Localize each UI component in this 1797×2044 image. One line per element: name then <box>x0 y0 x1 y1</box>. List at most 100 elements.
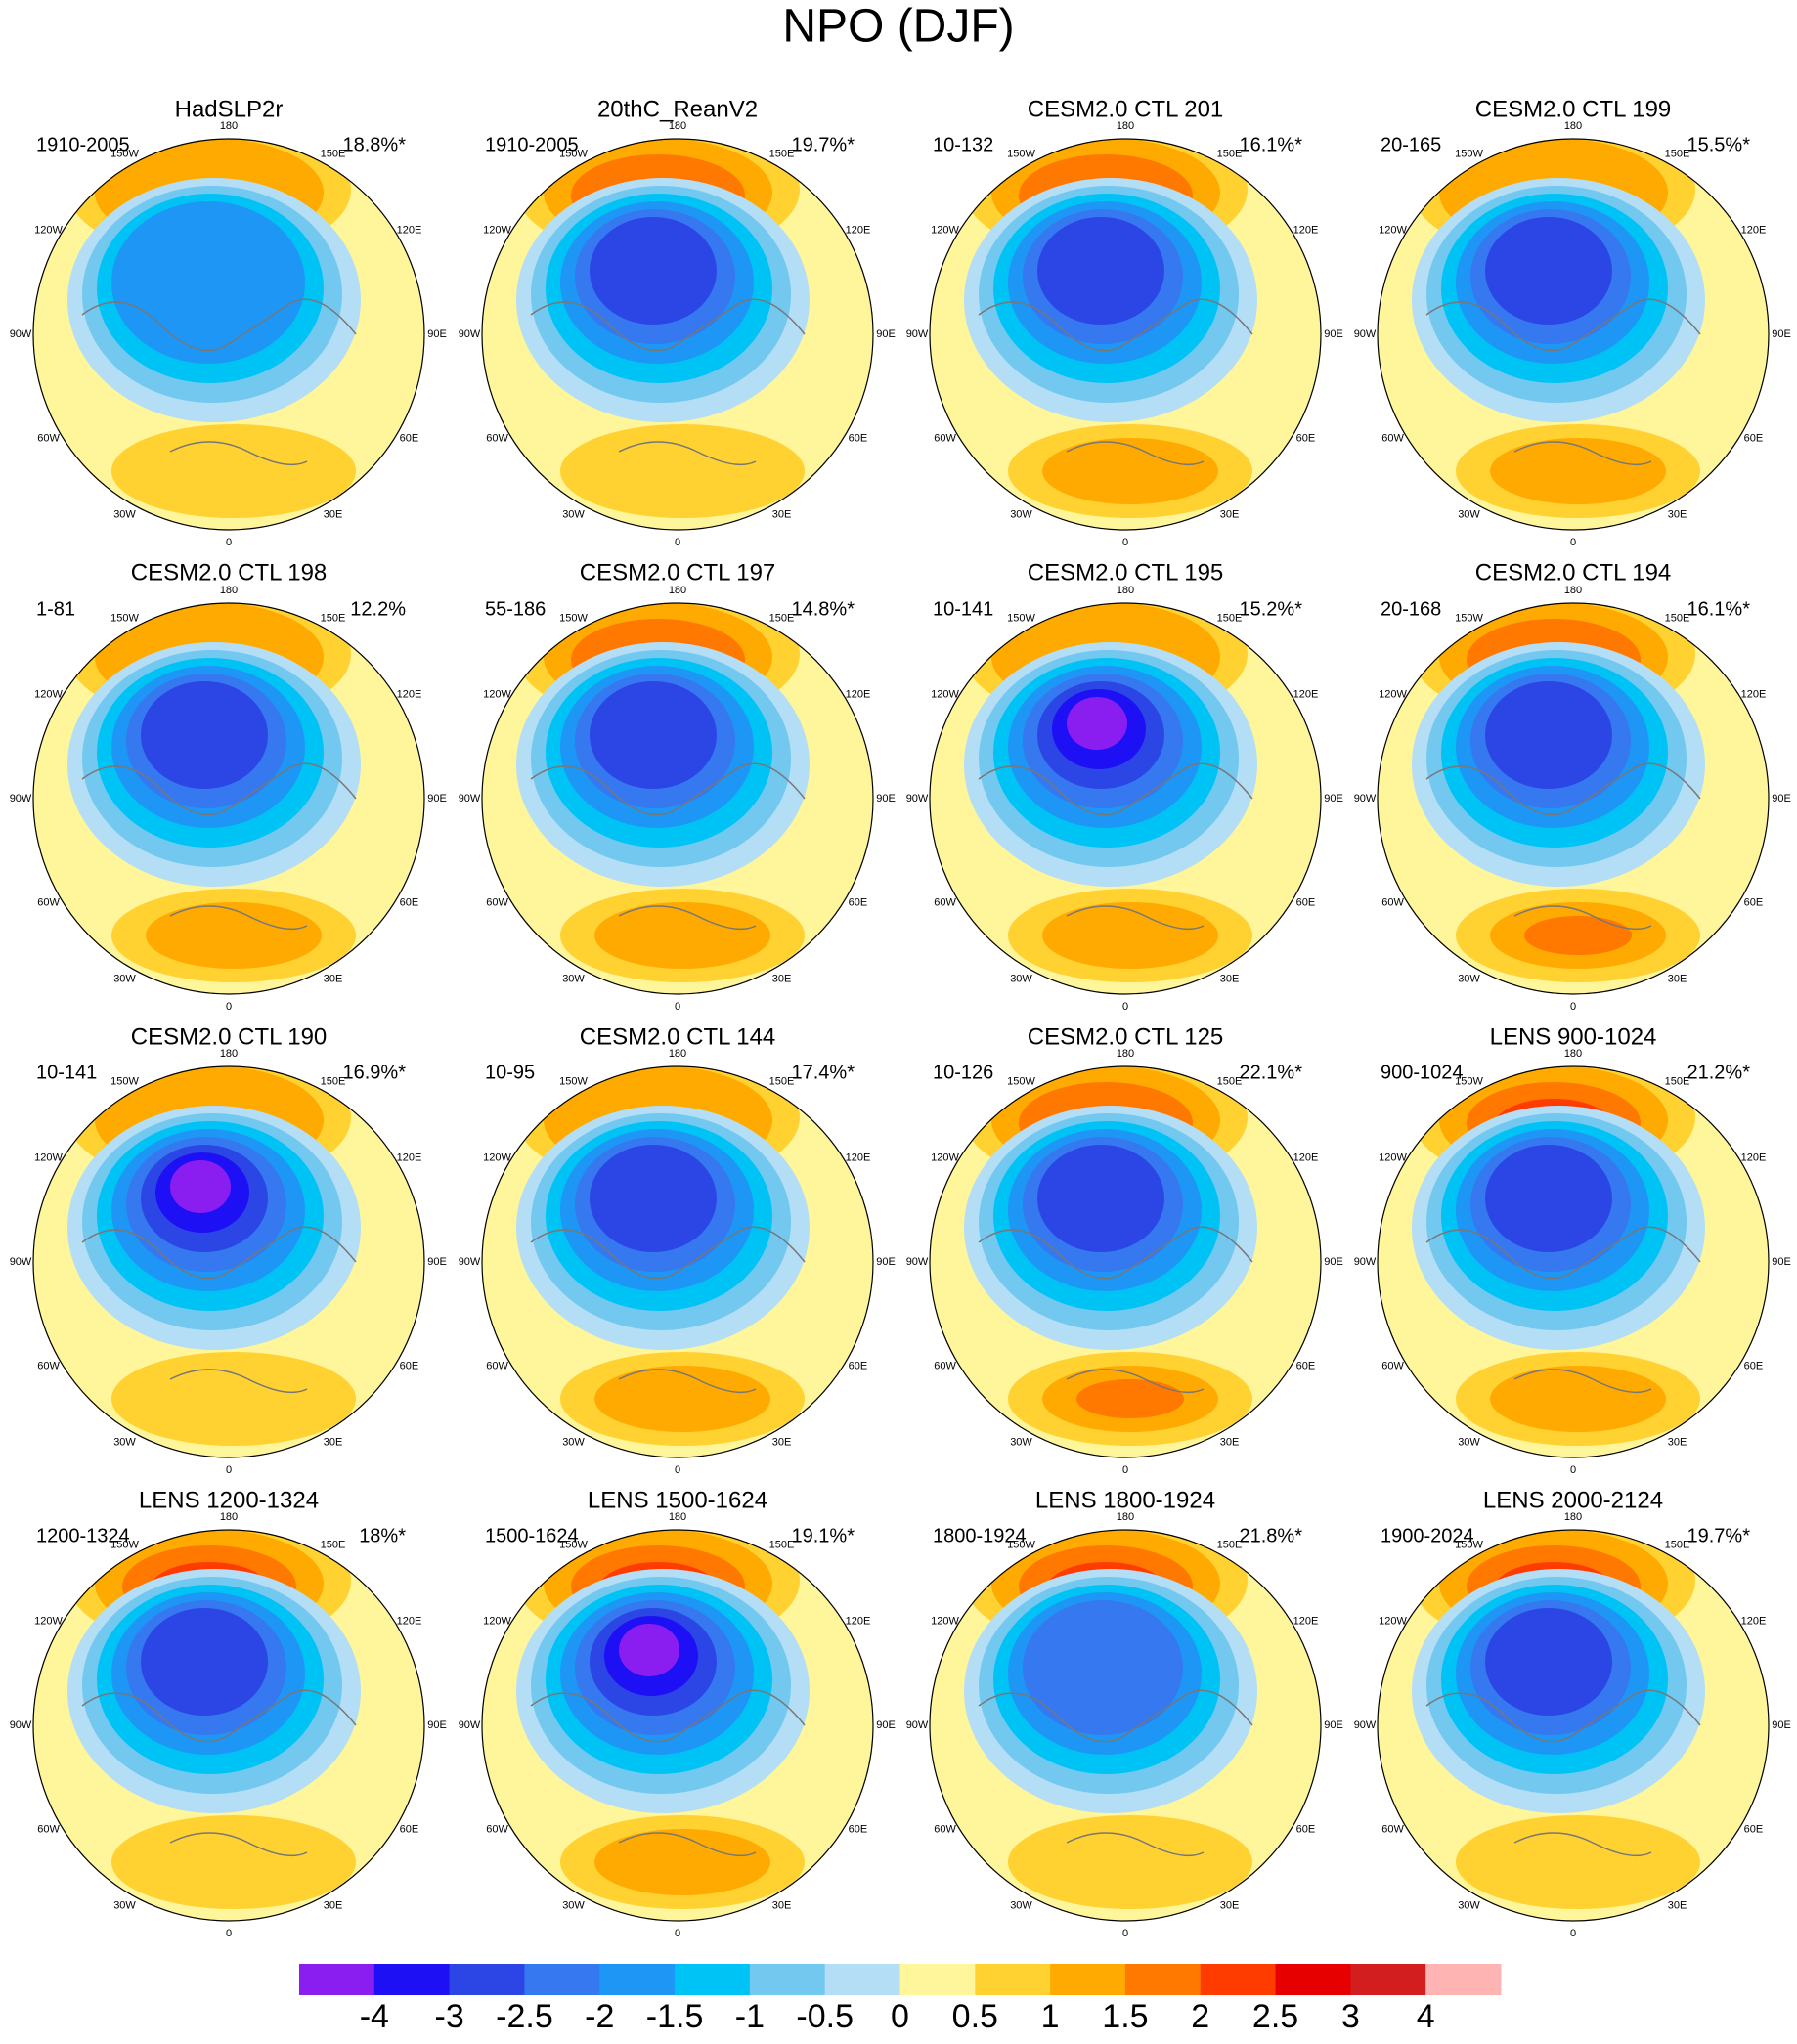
map <box>33 139 424 530</box>
map-border <box>32 602 425 995</box>
longitude-label: 90E <box>1772 1719 1791 1731</box>
longitude-label: 60E <box>1296 1823 1316 1835</box>
panel-title: HadSLP2r <box>175 96 284 122</box>
contour-high-south <box>1490 1366 1666 1432</box>
longitude-label: 120E <box>1741 1615 1767 1627</box>
longitude-label: 30E <box>1668 1436 1687 1448</box>
longitude-label: 90E <box>427 1719 447 1731</box>
colorbar-label: -2 <box>585 1998 614 2035</box>
coastline <box>1425 1226 1701 1394</box>
longitude-label: 60E <box>1296 1360 1316 1371</box>
longitude-label: 120E <box>1741 688 1767 700</box>
longitude-label: 90E <box>1324 793 1343 805</box>
coastline <box>978 762 1253 931</box>
longitude-label: 60W <box>1381 896 1404 908</box>
longitude-label: 30W <box>562 508 585 520</box>
longitude-label: 60E <box>400 1823 419 1835</box>
longitude-label: 180 <box>220 585 238 596</box>
panel-percent: 16.9%* <box>343 1062 407 1083</box>
longitude-label: 120E <box>397 224 422 236</box>
longitude-label: 180 <box>669 120 686 132</box>
panel-period: 10-141 <box>933 598 993 620</box>
colorbar-box <box>824 1964 900 1995</box>
longitude-label: 180 <box>1117 585 1134 596</box>
coastline <box>978 1689 1253 1857</box>
longitude-label: 90E <box>876 328 896 340</box>
longitude-label: 120W <box>34 224 63 236</box>
map <box>1378 1066 1769 1457</box>
longitude-label: 30E <box>1668 973 1687 984</box>
longitude-label: 120E <box>1293 224 1319 236</box>
panel-period: 1800-1924 <box>933 1525 1027 1546</box>
coastline <box>81 762 357 931</box>
longitude-label: 150E <box>769 148 795 159</box>
panel-title: CESM2.0 CTL 194 <box>1475 559 1672 586</box>
panel-title: CESM2.0 CTL 198 <box>131 559 328 586</box>
longitude-label: 60E <box>400 1360 419 1371</box>
coastline <box>1425 762 1701 931</box>
longitude-label: 180 <box>1564 585 1582 596</box>
longitude-label: 30W <box>1458 508 1480 520</box>
longitude-label: 30W <box>113 1436 136 1448</box>
longitude-label: 90E <box>1772 793 1791 805</box>
longitude-label: 180 <box>1117 120 1134 132</box>
panel-period: 10-141 <box>36 1062 97 1083</box>
contour-low <box>1037 1145 1164 1252</box>
map <box>1378 603 1769 994</box>
longitude-label: 150E <box>1665 612 1690 624</box>
longitude-label: 0 <box>1570 1928 1576 1939</box>
longitude-label: 120W <box>483 1615 511 1627</box>
longitude-label: 60W <box>486 1823 508 1835</box>
contour-low <box>590 681 717 789</box>
longitude-label: 60W <box>934 1823 956 1835</box>
map-border <box>481 1065 874 1458</box>
coastline <box>530 762 806 931</box>
longitude-label: 90E <box>876 793 896 805</box>
longitude-label: 30W <box>562 973 585 984</box>
longitude-label: 30E <box>324 1899 343 1911</box>
longitude-label: 90W <box>10 328 32 340</box>
map <box>482 1066 873 1457</box>
map-border <box>481 1529 874 1922</box>
longitude-label: 0 <box>675 1001 680 1013</box>
longitude-label: 60W <box>934 896 956 908</box>
contour-low <box>590 1145 717 1252</box>
map <box>482 139 873 530</box>
longitude-label: 180 <box>1117 1048 1134 1060</box>
panel-title: CESM2.0 CTL 195 <box>1028 559 1224 586</box>
longitude-label: 90W <box>1354 793 1377 805</box>
longitude-label: 150E <box>1665 1539 1690 1550</box>
longitude-label: 30E <box>1220 508 1240 520</box>
map <box>482 603 873 994</box>
longitude-label: 150W <box>559 1075 588 1087</box>
panel-title: LENS 1200-1324 <box>139 1487 319 1513</box>
panel-percent: 21.2%* <box>1687 1062 1751 1083</box>
longitude-label: 30W <box>1010 1899 1032 1911</box>
longitude-label: 30W <box>1010 1436 1032 1448</box>
longitude-label: 120E <box>846 224 871 236</box>
longitude-label: 90E <box>876 1256 896 1268</box>
contour-high-south <box>146 902 322 969</box>
longitude-label: 150W <box>1007 1075 1035 1087</box>
longitude-label: 120E <box>1293 688 1319 700</box>
longitude-label: 30E <box>1668 508 1687 520</box>
contour-high-south <box>1076 1379 1184 1418</box>
longitude-label: 120W <box>931 224 959 236</box>
longitude-label: 90W <box>10 793 32 805</box>
panel-percent: 12.2% <box>350 598 406 620</box>
longitude-label: 0 <box>675 1464 680 1476</box>
longitude-label: 90W <box>10 1719 32 1731</box>
longitude-label: 30E <box>1220 973 1240 984</box>
longitude-label: 60E <box>400 896 419 908</box>
longitude-label: 0 <box>1570 537 1576 548</box>
longitude-label: 90W <box>906 793 929 805</box>
map-border <box>929 1065 1322 1458</box>
contour-low <box>1023 1600 1183 1735</box>
panel-period: 55-186 <box>485 598 546 620</box>
longitude-label: 0 <box>226 1001 232 1013</box>
panel-percent: 16.1%* <box>1240 134 1303 155</box>
colorbar-label: 2.5 <box>1252 1998 1298 2035</box>
colorbar-box <box>899 1964 976 1995</box>
longitude-label: 30E <box>1220 1899 1240 1911</box>
panel-title: CESM2.0 CTL 199 <box>1475 96 1672 122</box>
